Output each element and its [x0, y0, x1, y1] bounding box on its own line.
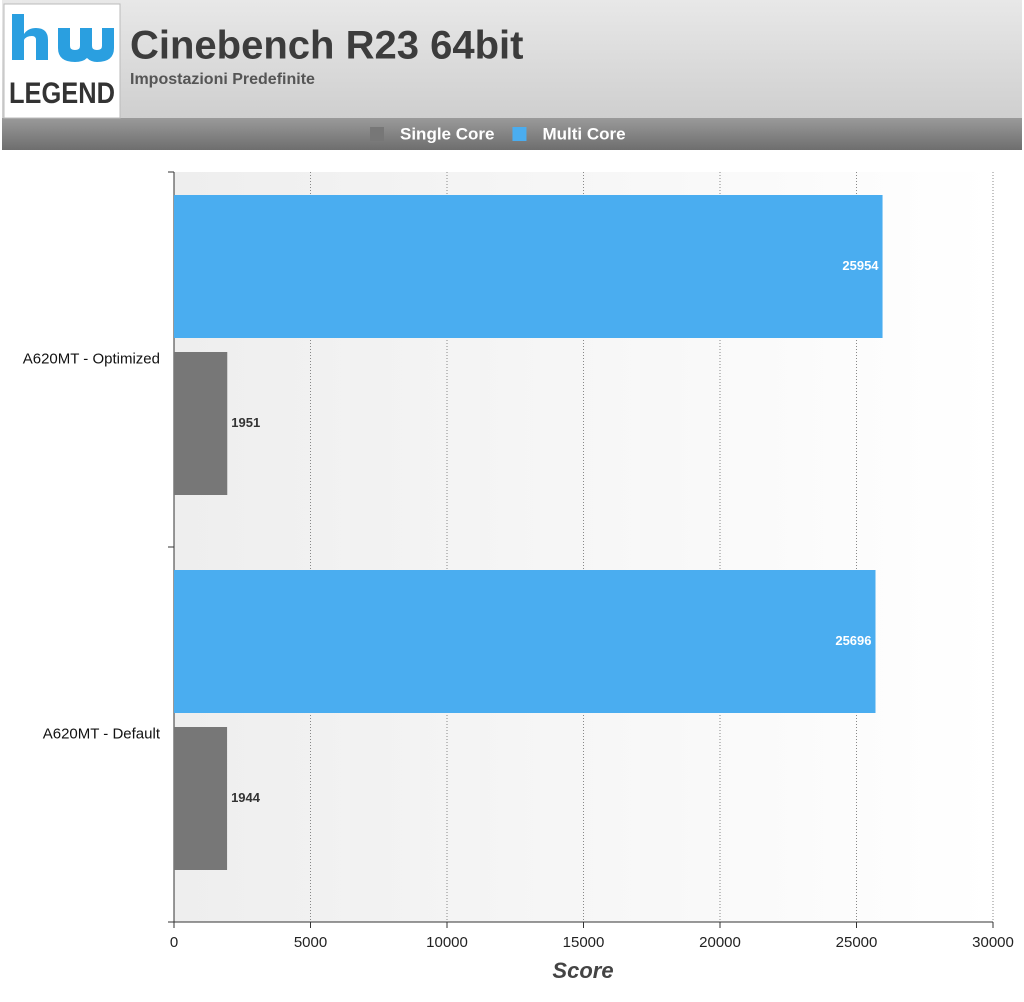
legend-swatch	[512, 127, 527, 141]
chart-subtitle: Impostazioni Predefinite	[130, 71, 315, 88]
value-label: 1951	[231, 415, 260, 430]
bar	[174, 727, 228, 870]
x-tick-label: 15000	[563, 934, 605, 951]
value-label: 25954	[842, 258, 879, 273]
logo-text: LEGEND	[9, 77, 115, 110]
value-label: 1944	[231, 790, 261, 805]
x-axis-title: Score	[552, 958, 613, 983]
legend-swatch	[370, 127, 384, 141]
x-tick-label: 5000	[294, 934, 327, 951]
value-label: 25696	[835, 633, 871, 648]
x-tick-label: 25000	[836, 934, 878, 951]
y-tick-label: A620MT - Optimized	[23, 350, 160, 367]
x-tick-label: 30000	[972, 934, 1014, 951]
bar	[174, 352, 228, 495]
bar	[174, 570, 876, 713]
logo: LEGEND	[3, 3, 121, 119]
chart-title: Cinebench R23 64bit	[130, 24, 523, 68]
y-tick-label: A620MT - Default	[43, 725, 161, 742]
legend-label: Multi Core	[542, 124, 625, 143]
header	[2, 0, 1022, 118]
legend-bar	[2, 118, 1022, 150]
x-tick-label: 20000	[699, 934, 741, 951]
x-tick-label: 10000	[426, 934, 468, 951]
legend-label: Single Core	[400, 124, 494, 143]
bar	[174, 195, 883, 338]
x-tick-label: 0	[170, 934, 178, 951]
